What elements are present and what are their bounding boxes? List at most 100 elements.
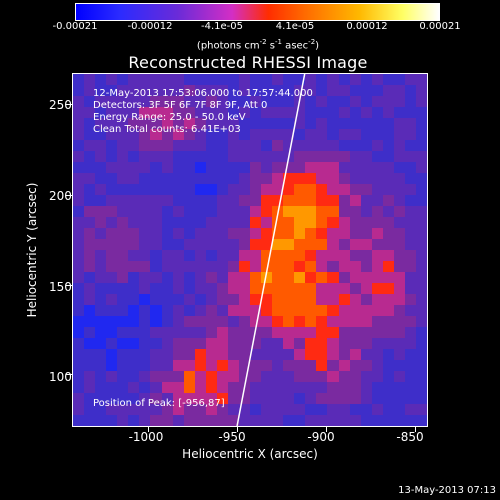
- heatmap-cell: [272, 316, 284, 327]
- heatmap-cell: [106, 96, 118, 107]
- heatmap-cell: [371, 371, 383, 382]
- heatmap-cell: [327, 294, 339, 305]
- heatmap-cell: [128, 173, 140, 184]
- heatmap-cell: [194, 129, 206, 140]
- heatmap-cell: [360, 393, 372, 404]
- heatmap-cell: [117, 261, 129, 272]
- heatmap-cell: [360, 272, 372, 283]
- heatmap-cell: [227, 195, 239, 206]
- heatmap-cell: [128, 96, 140, 107]
- heatmap-cell: [360, 349, 372, 360]
- heatmap-cell: [73, 305, 85, 316]
- heatmap-cell: [84, 371, 96, 382]
- colorbar: [75, 3, 440, 21]
- heatmap-cell: [250, 261, 262, 272]
- heatmap-cell: [205, 294, 217, 305]
- heatmap-cell: [272, 272, 284, 283]
- heatmap-cell: [305, 305, 317, 316]
- heatmap-cell: [360, 184, 372, 195]
- heatmap-cell: [283, 74, 295, 85]
- heatmap-cell: [294, 261, 306, 272]
- heatmap-cell: [294, 195, 306, 206]
- heatmap-cell: [272, 338, 284, 349]
- heatmap-cell: [172, 228, 184, 239]
- heatmap-cell: [216, 294, 228, 305]
- heatmap-cell: [139, 272, 151, 283]
- heatmap-cell: [382, 162, 394, 173]
- heatmap-cell: [183, 107, 195, 118]
- heatmap-cell: [316, 195, 328, 206]
- heatmap-cell: [238, 382, 250, 393]
- heatmap-cell: [404, 360, 416, 371]
- heatmap-cell: [205, 162, 217, 173]
- heatmap-cell: [272, 349, 284, 360]
- heatmap-cell: [128, 151, 140, 162]
- heatmap-cell: [183, 74, 195, 85]
- heatmap-cell: [194, 228, 206, 239]
- heatmap-cell: [371, 118, 383, 129]
- heatmap-cell: [216, 404, 228, 415]
- heatmap-cell: [128, 404, 140, 415]
- heatmap-cell: [283, 173, 295, 184]
- heatmap-cell: [227, 404, 239, 415]
- heatmap-cell: [106, 393, 118, 404]
- heatmap-cell: [371, 173, 383, 184]
- heatmap-cell: [205, 151, 217, 162]
- heatmap-cell: [183, 305, 195, 316]
- heatmap-cell: [338, 96, 350, 107]
- heatmap-cell: [205, 283, 217, 294]
- heatmap-cell: [349, 250, 361, 261]
- heatmap-cell: [415, 85, 427, 96]
- heatmap-cell: [216, 74, 228, 85]
- heatmap-cell: [150, 239, 162, 250]
- heatmap-cell: [150, 371, 162, 382]
- heatmap-cell: [172, 283, 184, 294]
- heatmap-cell: [305, 162, 317, 173]
- heatmap-cell: [84, 162, 96, 173]
- heatmap-cell: [84, 118, 96, 129]
- heatmap-cell: [194, 206, 206, 217]
- heatmap-cell: [316, 327, 328, 338]
- heatmap-cell: [261, 294, 273, 305]
- heatmap-cell: [73, 217, 85, 228]
- heatmap-cell: [404, 96, 416, 107]
- heatmap-cell: [316, 338, 328, 349]
- heatmap-cell: [117, 118, 129, 129]
- heatmap-cell: [139, 283, 151, 294]
- heatmap-cell: [205, 74, 217, 85]
- heatmap-cell: [150, 151, 162, 162]
- heatmap-cell: [261, 283, 273, 294]
- heatmap-cell: [216, 415, 228, 426]
- heatmap-cell: [393, 217, 405, 228]
- heatmap-cell: [128, 107, 140, 118]
- colorbar-unit-label: (photons cm-2 s-1 asec-2): [197, 38, 319, 51]
- heatmap-cell: [95, 382, 107, 393]
- heatmap-cell: [106, 261, 118, 272]
- heatmap-cell: [183, 316, 195, 327]
- heatmap-cell: [294, 349, 306, 360]
- heatmap-cell: [305, 415, 317, 426]
- heatmap-cell: [393, 107, 405, 118]
- heatmap-cell: [161, 371, 173, 382]
- heatmap-cell: [73, 85, 85, 96]
- heatmap-cell: [283, 316, 295, 327]
- heatmap-cell: [183, 184, 195, 195]
- heatmap-cell: [382, 228, 394, 239]
- heatmap-cell: [294, 404, 306, 415]
- heatmap-cell: [349, 118, 361, 129]
- heatmap-cell: [84, 151, 96, 162]
- heatmap-cell: [150, 404, 162, 415]
- heatmap-cell: [404, 305, 416, 316]
- heatmap-cell: [305, 382, 317, 393]
- heatmap-cell: [316, 360, 328, 371]
- heatmap-cell: [393, 294, 405, 305]
- heatmap-cell: [305, 217, 317, 228]
- x-axis-label: Heliocentric X (arcsec): [182, 447, 318, 461]
- heatmap-cell: [227, 96, 239, 107]
- heatmap-cell: [393, 261, 405, 272]
- heatmap-cell: [382, 393, 394, 404]
- heatmap-cell: [393, 118, 405, 129]
- heatmap-cell: [73, 239, 85, 250]
- heatmap-cell: [349, 217, 361, 228]
- heatmap-cell: [349, 283, 361, 294]
